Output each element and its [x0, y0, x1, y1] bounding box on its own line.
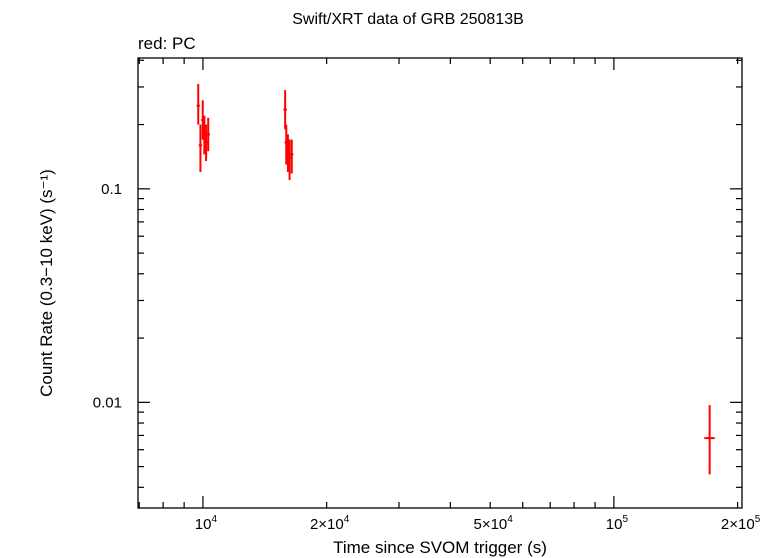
x-tick-label: 5×104 — [473, 514, 513, 533]
data-point — [198, 124, 203, 172]
data-point — [206, 117, 210, 152]
x-tick-label: 105 — [606, 514, 629, 533]
axis-ticks — [138, 58, 742, 508]
y-tick-label: 0.01 — [93, 394, 122, 411]
data-point — [287, 139, 292, 180]
data-point — [204, 124, 208, 162]
x-tick-label: 104 — [195, 514, 218, 533]
data-point — [704, 405, 715, 475]
y-axis-label: Count Rate (0.3−10 keV) (s⁻¹) — [37, 169, 56, 397]
axis-tick-labels: 104 2×104 5×104 105 2×105 0.1 0.01 — [93, 181, 761, 533]
data-point — [290, 139, 294, 174]
chart-title: Swift/XRT data of GRB 250813B — [292, 11, 524, 28]
chart-subtitle: red: PC — [138, 34, 196, 53]
x-tick-label: 2×105 — [721, 514, 761, 533]
y-tick-label: 0.1 — [101, 181, 122, 198]
data-point — [283, 90, 287, 130]
data-points — [196, 83, 715, 475]
plot-frame — [137, 57, 743, 509]
data-point — [196, 83, 200, 125]
x-axis-label: Time since SVOM trigger (s) — [333, 538, 547, 557]
x-tick-label: 2×104 — [310, 514, 350, 533]
